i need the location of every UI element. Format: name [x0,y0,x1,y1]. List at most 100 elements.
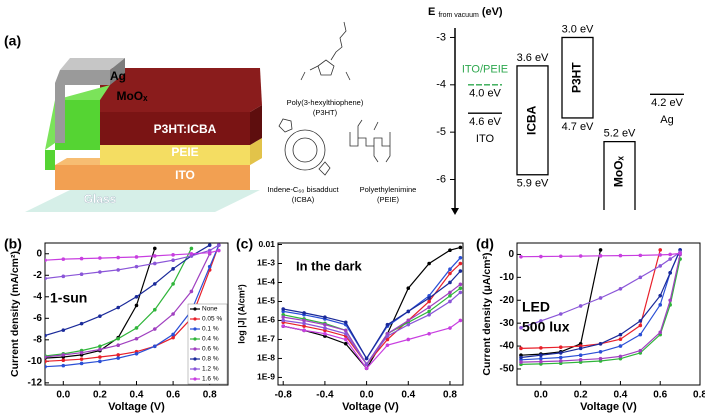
data-point [323,326,327,330]
data-point [323,322,327,327]
data-point [98,359,102,364]
data-point [598,248,603,252]
series-line [45,253,211,358]
data-point [134,294,139,299]
plot-area [281,245,463,371]
y-tick-label: -40 [500,341,515,352]
plot-area [519,248,682,367]
data-point [302,318,306,323]
data-point [658,303,663,307]
data-point [668,270,672,275]
series-line [520,258,681,365]
peie-skeleton [349,119,391,163]
data-point [45,276,47,281]
active-top [100,68,262,112]
x-tick-label: 0.8 [443,390,457,401]
x-tick-label: 0.8 [203,390,217,401]
y-tick-label: 0 [508,249,514,260]
data-point [638,319,643,323]
legend-label: 0.4 % [202,336,219,343]
x-axis-label: Voltage (V) [108,401,165,413]
data-point [98,355,102,359]
data-point [171,267,175,271]
legend-label: 0.8 % [202,356,219,363]
layer-label: Ag [110,69,126,83]
data-point [134,303,139,308]
data-point [79,256,84,261]
molecule-abbr: (P3HT) [313,108,338,117]
y-axis-label: Current density (mA/cm²) [9,251,21,377]
data-point [427,309,431,314]
series-line [520,249,661,349]
data-point [406,322,411,327]
y-tick-label: 1E-9 [257,372,275,382]
y-tick-label: -20 [500,295,515,306]
x-tick-label: 0.4 [401,390,415,401]
data-point [189,246,194,251]
data-point [189,251,194,256]
data-point [302,324,306,328]
peie-front [100,145,250,165]
y-tick-label: -6 [33,313,42,324]
y-tick-label: -30 [500,318,515,329]
data-point [153,246,157,251]
active-front [100,112,250,145]
data-point [302,321,306,326]
indene-2 [318,161,331,176]
data-point [281,324,286,328]
box-bottom-label: 5.9 eV [517,178,549,190]
data-point [558,254,563,259]
data-point [385,337,390,342]
data-point [207,264,212,269]
data-point [618,287,623,291]
p3ht-brackets [300,71,351,81]
legend-marker [193,367,197,371]
y-tick-label: -4 [436,79,446,91]
y-tick-label: 0 [36,248,42,259]
panel-label: (a) [4,33,21,49]
plot-area [45,243,221,369]
legend-box [187,303,228,385]
data-point [427,312,431,317]
legend-marker [193,347,197,351]
data-point [343,331,348,336]
energy-box [516,65,549,176]
series-line [283,263,461,366]
series-line [45,244,211,337]
panel-label: (b) [4,236,22,252]
data-point [558,345,563,350]
box-bottom-label: 4.7 eV [562,121,594,133]
data-point [207,250,212,255]
data-point [578,254,583,258]
data-point [638,275,643,280]
data-point [598,296,603,300]
y-tick-label: 1E-6 [257,315,275,325]
y-tick-label: -10 [500,272,515,283]
data-point [458,318,463,323]
data-point [658,293,663,298]
data-point [281,315,286,319]
panel-label: (d) [476,236,494,252]
data-point [406,286,411,291]
data-point [98,344,102,349]
data-point [61,257,66,261]
box-top-label: 5.2 eV [604,128,636,140]
series-line [520,249,681,361]
data-point [364,356,369,361]
moox-top [45,85,110,150]
x-axis-label: Voltage (V) [580,401,637,413]
data-point [189,289,194,294]
data-point [343,320,348,325]
data-point [116,305,120,310]
data-point [558,359,563,363]
x-tick-label: 0.0 [360,390,374,401]
y-tick-label: 1E-4 [257,277,275,287]
data-point [658,330,663,335]
data-point [134,264,139,269]
molecule-abbr: (PEIE) [377,195,400,204]
axis-label-part: (eV) [482,6,503,18]
data-point [427,305,431,309]
data-point [519,325,523,330]
molecule-abbr: (ICBA) [292,195,315,204]
